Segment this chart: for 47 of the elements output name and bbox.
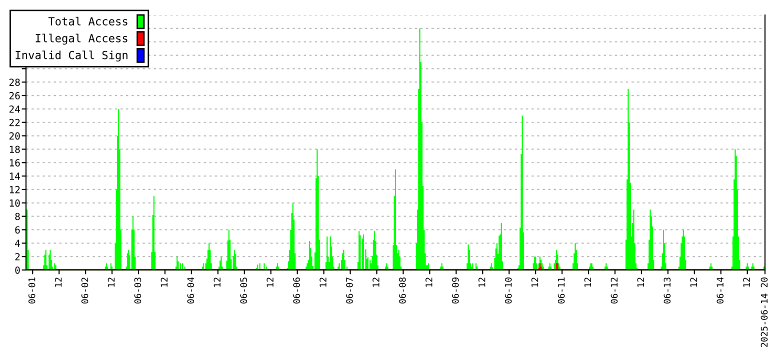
x-tick-label: 12 (108, 278, 115, 287)
x-tick-label: 12 (743, 278, 750, 287)
x-tick-label: 06-03 (134, 278, 142, 304)
x-tick-label: 12 (690, 278, 697, 287)
y-tick-label: 18 (10, 146, 20, 154)
y-tick-label: 22 (9, 118, 20, 126)
x-tick-label: 12 (372, 278, 380, 287)
y-tick-label: 0 (15, 266, 20, 274)
y-tick-label: 2 (15, 253, 20, 260)
x-tick-label: 06-04 (187, 277, 194, 304)
x-tick-label: 06-01 (28, 278, 36, 304)
x-tick-label: 06-02 (81, 278, 88, 304)
x-tick-label: 12 (637, 278, 644, 287)
x-tick-label: 06-11 (558, 278, 565, 304)
x-tick-label: 12 (426, 278, 432, 287)
y-tick-label: 10 (10, 199, 20, 207)
x-tick-label: 12 (160, 278, 168, 287)
x-tick-label: 06-10 (504, 278, 512, 304)
x-tick-label: 12 (54, 278, 62, 287)
y-tick-label: 12 (10, 186, 20, 194)
y-tick-label: 8 (15, 212, 20, 220)
y-tick-label: 16 (10, 159, 20, 166)
x-tick-label: 12 (266, 278, 274, 287)
x-tick-label: 06-06 (293, 278, 300, 304)
x-tick-label: 12 (584, 278, 592, 287)
x-tick-label: 12 (320, 278, 326, 287)
x-tick-label: 12 (531, 278, 538, 287)
x-tick-label: 06-14 (716, 277, 724, 304)
y-tick-label: 24 (9, 105, 20, 113)
legend-label: Illegal Access (36, 34, 128, 45)
x-tick-label: 12 (214, 278, 220, 287)
y-tick-label: 6 (15, 226, 20, 234)
y-tick-label: 4 (15, 240, 20, 247)
y-tick-label: 26 (9, 92, 20, 100)
y-tick-label: 28 (9, 78, 20, 86)
x-tick-label: 2025-06-14 20 (760, 278, 768, 347)
x-tick-label: 06-13 (664, 278, 671, 304)
x-tick-label: 06-08 (399, 278, 406, 304)
x-tick-label: 06-09 (452, 278, 459, 304)
y-tick-label: 14 (10, 172, 20, 180)
x-tick-label: 12 (478, 278, 486, 287)
y-tick-label: 20 (9, 132, 20, 140)
x-tick-label: 06-05 (240, 278, 248, 304)
legend-label: Total Access (48, 16, 128, 26)
x-tick-label: 06-12 (610, 278, 618, 304)
legend-label: Invalid Call Sign (16, 50, 128, 62)
x-tick-label: 06-07 (346, 278, 353, 304)
